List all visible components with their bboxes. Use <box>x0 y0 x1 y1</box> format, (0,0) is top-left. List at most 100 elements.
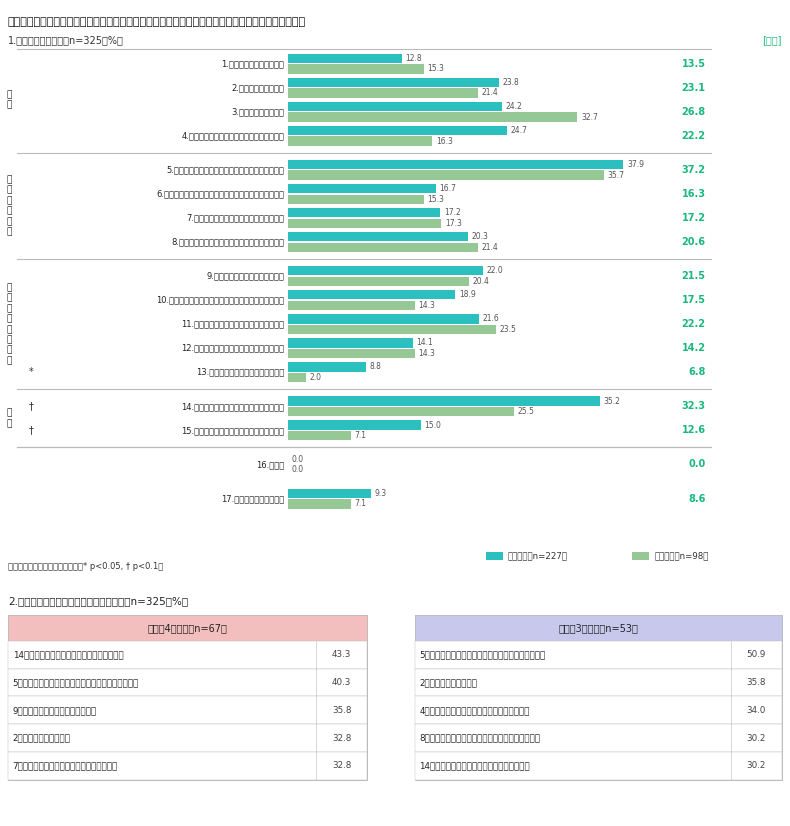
Text: 2.人事データ活用役立ち度別〈複数回答／n=325／%〉: 2.人事データ活用役立ち度別〈複数回答／n=325／%〉 <box>8 596 188 606</box>
Text: 本社人事（n=227）: 本社人事（n=227） <box>508 552 568 560</box>
Text: 16.3: 16.3 <box>436 136 453 145</box>
Text: 37.9: 37.9 <box>627 160 644 169</box>
Bar <box>288 314 480 324</box>
Text: 8．手間がかかるので、費用対効果を感じられない: 8．手間がかかるので、費用対効果を感じられない <box>419 733 540 743</box>
Text: 2.経営陣の関心が低い: 2.経営陣の関心が低い <box>231 83 284 93</box>
Bar <box>288 78 498 87</box>
Text: 22.2: 22.2 <box>682 131 705 140</box>
Text: 21.6: 21.6 <box>483 315 499 323</box>
Text: 7.1: 7.1 <box>355 500 367 509</box>
Text: 17.2: 17.2 <box>682 213 705 223</box>
Bar <box>288 64 423 74</box>
Text: 12.使うデータや指標に意味が感じられない: 12.使うデータや指標に意味が感じられない <box>181 344 284 353</box>
Text: 20.3: 20.3 <box>472 232 488 241</box>
Text: 1.人事部門での関心が低い: 1.人事部門での関心が低い <box>221 59 284 68</box>
Text: 21.4: 21.4 <box>481 88 498 97</box>
Text: 32.3: 32.3 <box>682 401 705 411</box>
Text: 0.0: 0.0 <box>291 465 303 474</box>
Bar <box>288 88 477 97</box>
Text: [全体]: [全体] <box>762 35 782 45</box>
Text: 23.8: 23.8 <box>502 78 519 87</box>
Text: 低群（3未満）（n=53）: 低群（3未満）（n=53） <box>559 623 638 633</box>
Text: 14．社内への開示内容、範囲の判断が難しい: 14．社内への開示内容、範囲の判断が難しい <box>13 650 123 659</box>
Text: 32.8: 32.8 <box>332 733 352 743</box>
Text: 21.5: 21.5 <box>682 271 705 281</box>
Text: 23.5: 23.5 <box>499 325 517 334</box>
Text: 6.社内の専門家（データアナリストなど）が定着しない: 6.社内の専門家（データアナリストなど）が定着しない <box>156 189 284 198</box>
Text: 22.2: 22.2 <box>682 319 705 330</box>
Text: 21.4: 21.4 <box>481 243 498 252</box>
Text: 16.その他: 16.その他 <box>256 460 284 469</box>
Text: 8.8: 8.8 <box>370 363 382 372</box>
Text: 14．社内への開示内容、範囲の判断が難しい: 14．社内への開示内容、範囲の判断が難しい <box>419 762 530 771</box>
Text: 35.8: 35.8 <box>332 706 352 714</box>
Bar <box>288 420 421 430</box>
Text: 40.3: 40.3 <box>332 678 352 687</box>
Bar <box>288 54 401 63</box>
Text: 部門人事（n=98）: 部門人事（n=98） <box>654 552 709 560</box>
Text: 17.2: 17.2 <box>444 208 461 217</box>
Text: †: † <box>29 401 34 411</box>
Text: 15.3: 15.3 <box>427 64 444 74</box>
Text: 7.社外の専門家によるアドバイスが必要だ: 7.社外の専門家によるアドバイスが必要だ <box>186 213 284 222</box>
Text: お勤めの会社における「人事データ活用」の実態として、あてはまるものをすべてお選びください。: お勤めの会社における「人事データ活用」の実態として、あてはまるものをすべてお選び… <box>8 17 306 26</box>
Bar <box>288 126 506 135</box>
Bar <box>288 488 371 498</box>
Text: 15.社外への開示内容、範囲の判断が難しい: 15.社外への開示内容、範囲の判断が難しい <box>181 426 284 435</box>
Text: 30.2: 30.2 <box>747 762 766 771</box>
Text: 9.3: 9.3 <box>374 489 386 498</box>
Text: 20.6: 20.6 <box>682 237 705 247</box>
Text: ス
キ
ル
・
工
数: ス キ ル ・ 工 数 <box>7 175 12 236</box>
Text: 9.従業員の協力を得るのが大変だ: 9.従業員の協力を得るのが大変だ <box>206 272 284 281</box>
Text: 12.6: 12.6 <box>682 425 705 435</box>
Bar <box>288 373 306 382</box>
Text: 32.8: 32.8 <box>332 762 352 771</box>
Text: 1.役割別〈複数回答／n=325／%〉: 1.役割別〈複数回答／n=325／%〉 <box>8 35 124 45</box>
Bar <box>288 102 502 111</box>
Bar <box>288 184 436 193</box>
Text: 17.5: 17.5 <box>682 295 705 305</box>
Text: 2．経営陣の関心が低い: 2．経営陣の関心が低い <box>13 733 70 743</box>
Text: 4.経験と勘が重視され、データは軽視される: 4.経験と勘が重視され、データは軽視される <box>182 131 284 140</box>
Text: 17.3: 17.3 <box>445 219 461 228</box>
Text: 8.手間がかかるので、費用対効果を感じられない: 8.手間がかかるので、費用対効果を感じられない <box>171 238 284 246</box>
Text: 6.8: 6.8 <box>688 368 705 377</box>
Bar <box>288 290 455 300</box>
Text: 50.9: 50.9 <box>747 650 766 659</box>
Text: 35.7: 35.7 <box>608 171 624 180</box>
Text: 14.3: 14.3 <box>419 349 435 358</box>
Bar <box>288 431 351 440</box>
Text: デ
ー
タ
収
集
・
分
析: デ ー タ 収 集 ・ 分 析 <box>7 283 12 365</box>
Text: 0.0: 0.0 <box>688 459 705 469</box>
Text: 開
示: 開 示 <box>7 409 12 428</box>
Bar <box>288 243 477 252</box>
Text: 15.3: 15.3 <box>427 195 444 204</box>
Text: 13.結果の変化に一喜一憂してしまう: 13.結果の変化に一喜一憂してしまう <box>196 368 284 377</box>
Bar <box>288 195 423 204</box>
Text: 34.0: 34.0 <box>747 706 766 714</box>
Text: 24.2: 24.2 <box>506 102 522 111</box>
Text: 37.2: 37.2 <box>682 165 705 175</box>
Bar <box>288 266 483 275</box>
Text: 2.0: 2.0 <box>310 373 322 382</box>
Text: †: † <box>29 425 34 435</box>
Text: 11.扱うデータが多すぎて、焦点が絞れない: 11.扱うデータが多すぎて、焦点が絞れない <box>181 320 284 329</box>
Bar <box>288 396 600 406</box>
Text: 8.6: 8.6 <box>688 494 705 504</box>
Text: 16.7: 16.7 <box>439 184 457 193</box>
Text: 30.2: 30.2 <box>747 733 766 743</box>
Bar <box>288 301 415 310</box>
Text: 15.0: 15.0 <box>424 420 442 430</box>
Text: 22.0: 22.0 <box>487 266 503 275</box>
Text: 35.8: 35.8 <box>747 678 766 687</box>
Bar <box>288 407 514 416</box>
Text: 43.3: 43.3 <box>332 650 352 659</box>
Text: 5.人事スタッフの分析・活用するスキルが足りない: 5.人事スタッフの分析・活用するスキルが足りない <box>167 165 284 174</box>
Text: 26.8: 26.8 <box>681 107 705 116</box>
Text: 10.施策と成果の間に時間差があるので、分析が難しい: 10.施策と成果の間に時間差があるので、分析が難しい <box>156 296 284 305</box>
Text: 14.1: 14.1 <box>416 339 433 348</box>
Text: 32.7: 32.7 <box>581 112 598 121</box>
Bar <box>288 325 496 335</box>
Text: 14.2: 14.2 <box>682 344 705 354</box>
Text: 35.2: 35.2 <box>603 396 620 406</box>
